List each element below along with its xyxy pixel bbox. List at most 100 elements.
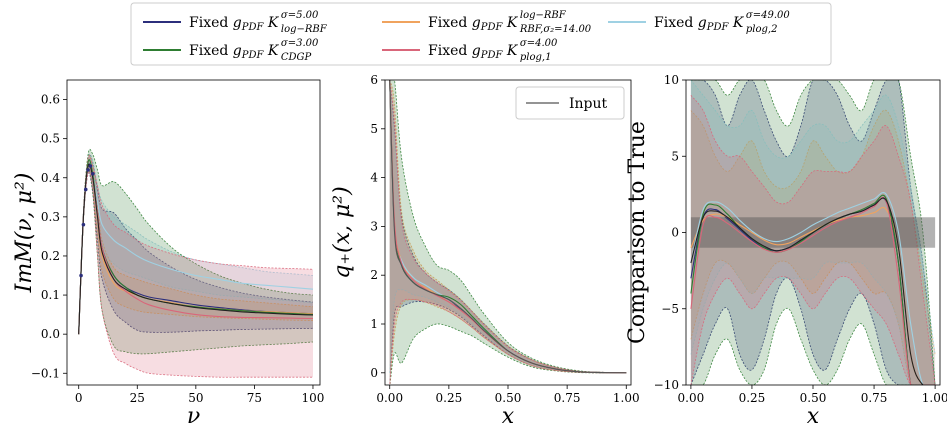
- y-tick-label-5: 5: [370, 122, 378, 136]
- band-upper-2: [78, 154, 314, 335]
- mean-line-5: [690, 197, 936, 385]
- band-1: [78, 155, 313, 335]
- input-point-1: [81, 222, 86, 227]
- legend-sub-0: log−RBF: [281, 24, 328, 35]
- input-point-4: [88, 164, 93, 168]
- y-tick-label-1: 1: [370, 317, 378, 331]
- input-point-0: [79, 273, 83, 278]
- band-upper-0: [690, 80, 936, 385]
- band-lower-3: [690, 307, 936, 385]
- x-tick-label-0: 0.00: [678, 391, 705, 405]
- axes-frame: [384, 79, 632, 386]
- band-lower-0: [690, 277, 936, 385]
- y-tick-label-3: 5: [671, 149, 679, 163]
- y-tick-label-3: 3: [370, 219, 378, 233]
- band-lower-2: [78, 171, 314, 335]
- y-tick-label-3: 0.2: [41, 249, 60, 263]
- band-upper-3: [78, 148, 314, 335]
- y-tick-label-4: 10: [664, 73, 679, 87]
- panel-comparison: 0.00 0.25 0.50 0.75 1.00 −10 −5 0 5 10 x Comparison…: [625, 73, 947, 429]
- band-upper-3: [690, 80, 936, 385]
- band-upper-4: [78, 155, 314, 335]
- band-lower-3: [389, 323, 627, 385]
- band-1: [690, 110, 936, 385]
- input-legend-label: Input: [569, 96, 608, 112]
- axes-frame: [66, 79, 321, 386]
- band-lower-4: [78, 171, 313, 378]
- legend-sub-4: plog,1: [520, 52, 552, 63]
- x-tick-label-1: 25: [130, 391, 145, 405]
- band-lower-3: [78, 168, 314, 355]
- x-tick-label-4: 1.00: [613, 391, 640, 405]
- y-tick-label-2: 0: [671, 226, 679, 240]
- panel-imm: 0 25 50 75 100 −0.1 0.0 0.1 0.2 0.3 0.4 0.5 0.6 ν ImM(…: [12, 79, 324, 429]
- y-axis-label: q₊(x, μ²): [330, 186, 355, 278]
- input-point-5: [90, 172, 95, 176]
- x-tick-label-4: 1.00: [922, 391, 947, 405]
- input-point-3: [86, 168, 90, 172]
- band-4: [389, 80, 627, 385]
- band-lower-4: [690, 275, 936, 385]
- legend-sup-4: σ=4.00: [520, 38, 558, 49]
- x-tick-label-0: 0.00: [376, 391, 403, 405]
- legend-label-3: Fixed gPDF K: [189, 43, 280, 61]
- band-4: [690, 95, 936, 385]
- band-4: [78, 155, 313, 378]
- y-tick-label-1: −5: [661, 302, 679, 316]
- plot-area: [78, 148, 314, 378]
- x-tick-label-3: 0.75: [554, 391, 581, 405]
- y-tick-label-6: 6: [370, 73, 378, 87]
- y-axis-label: Comparison to True: [625, 121, 650, 344]
- legend-sup-2: σ=49.00: [746, 10, 790, 21]
- plot-area: [690, 80, 936, 385]
- y-tick-label-4: 0.3: [41, 210, 60, 224]
- y-tick-label-2: 2: [370, 268, 378, 282]
- y-tick-label-0: −10: [654, 378, 679, 392]
- input-point-2: [83, 187, 88, 192]
- y-tick-label-0: 0: [370, 366, 378, 380]
- x-tick-label-3: 75: [247, 391, 262, 405]
- legend-sub-2: plog,2: [746, 24, 778, 35]
- band-lower-1: [389, 299, 627, 385]
- band-3: [78, 149, 313, 354]
- x-tick-label-0: 0: [75, 391, 83, 405]
- y-tick-label-1: 0.0: [41, 327, 60, 341]
- y-tick-label-2: 0.1: [41, 288, 60, 302]
- x-tick-label-2: 0.50: [800, 391, 827, 405]
- y-tick-label-7: 0.6: [41, 93, 60, 107]
- input-legend: Input: [515, 86, 625, 120]
- x-tick-label-1: 0.25: [436, 391, 463, 405]
- band-1: [389, 80, 627, 385]
- x-tick-label-1: 0.25: [739, 391, 766, 405]
- y-tick-label-6: 0.5: [41, 132, 60, 146]
- legend-sup-1: log−RBF: [520, 10, 567, 21]
- mean-line-5: [389, 80, 627, 374]
- band-lower-2: [389, 289, 627, 374]
- band-upper-4: [389, 80, 627, 374]
- x-tick-label-2: 0.50: [495, 391, 522, 405]
- band-0: [78, 154, 313, 335]
- input-legend-frame: [515, 86, 625, 120]
- x-axis-label: ν: [187, 404, 200, 429]
- legend-frame: [130, 2, 832, 66]
- legend-sub-1: RBF,σ₂=14.00: [519, 24, 592, 35]
- plot-area: [389, 80, 627, 385]
- legend-sub-3: CDGP: [281, 52, 312, 63]
- band-upper-4: [690, 95, 936, 385]
- band-upper-1: [690, 109, 936, 355]
- mean-line-2: [690, 191, 936, 385]
- legend-label-0: Fixed gPDF K: [189, 15, 280, 33]
- mean-line-4: [690, 196, 936, 385]
- legend-label-2: Fixed gPDF K: [654, 15, 745, 33]
- band-lower-4: [389, 298, 627, 385]
- y-tick-label-0: −0.1: [31, 366, 60, 380]
- band-3: [389, 80, 627, 385]
- x-tick-label-3: 0.75: [861, 391, 888, 405]
- panel-qplus: 0.00 0.25 0.50 0.75 1.00 0 1 2 3 4 5 6 x q₊(x, μ²) Inp…: [330, 73, 640, 429]
- legend-sup-0: σ=5.00: [281, 10, 319, 21]
- band-upper-1: [389, 80, 627, 374]
- band-lower-0: [389, 301, 627, 385]
- y-tick-label-4: 4: [370, 171, 378, 185]
